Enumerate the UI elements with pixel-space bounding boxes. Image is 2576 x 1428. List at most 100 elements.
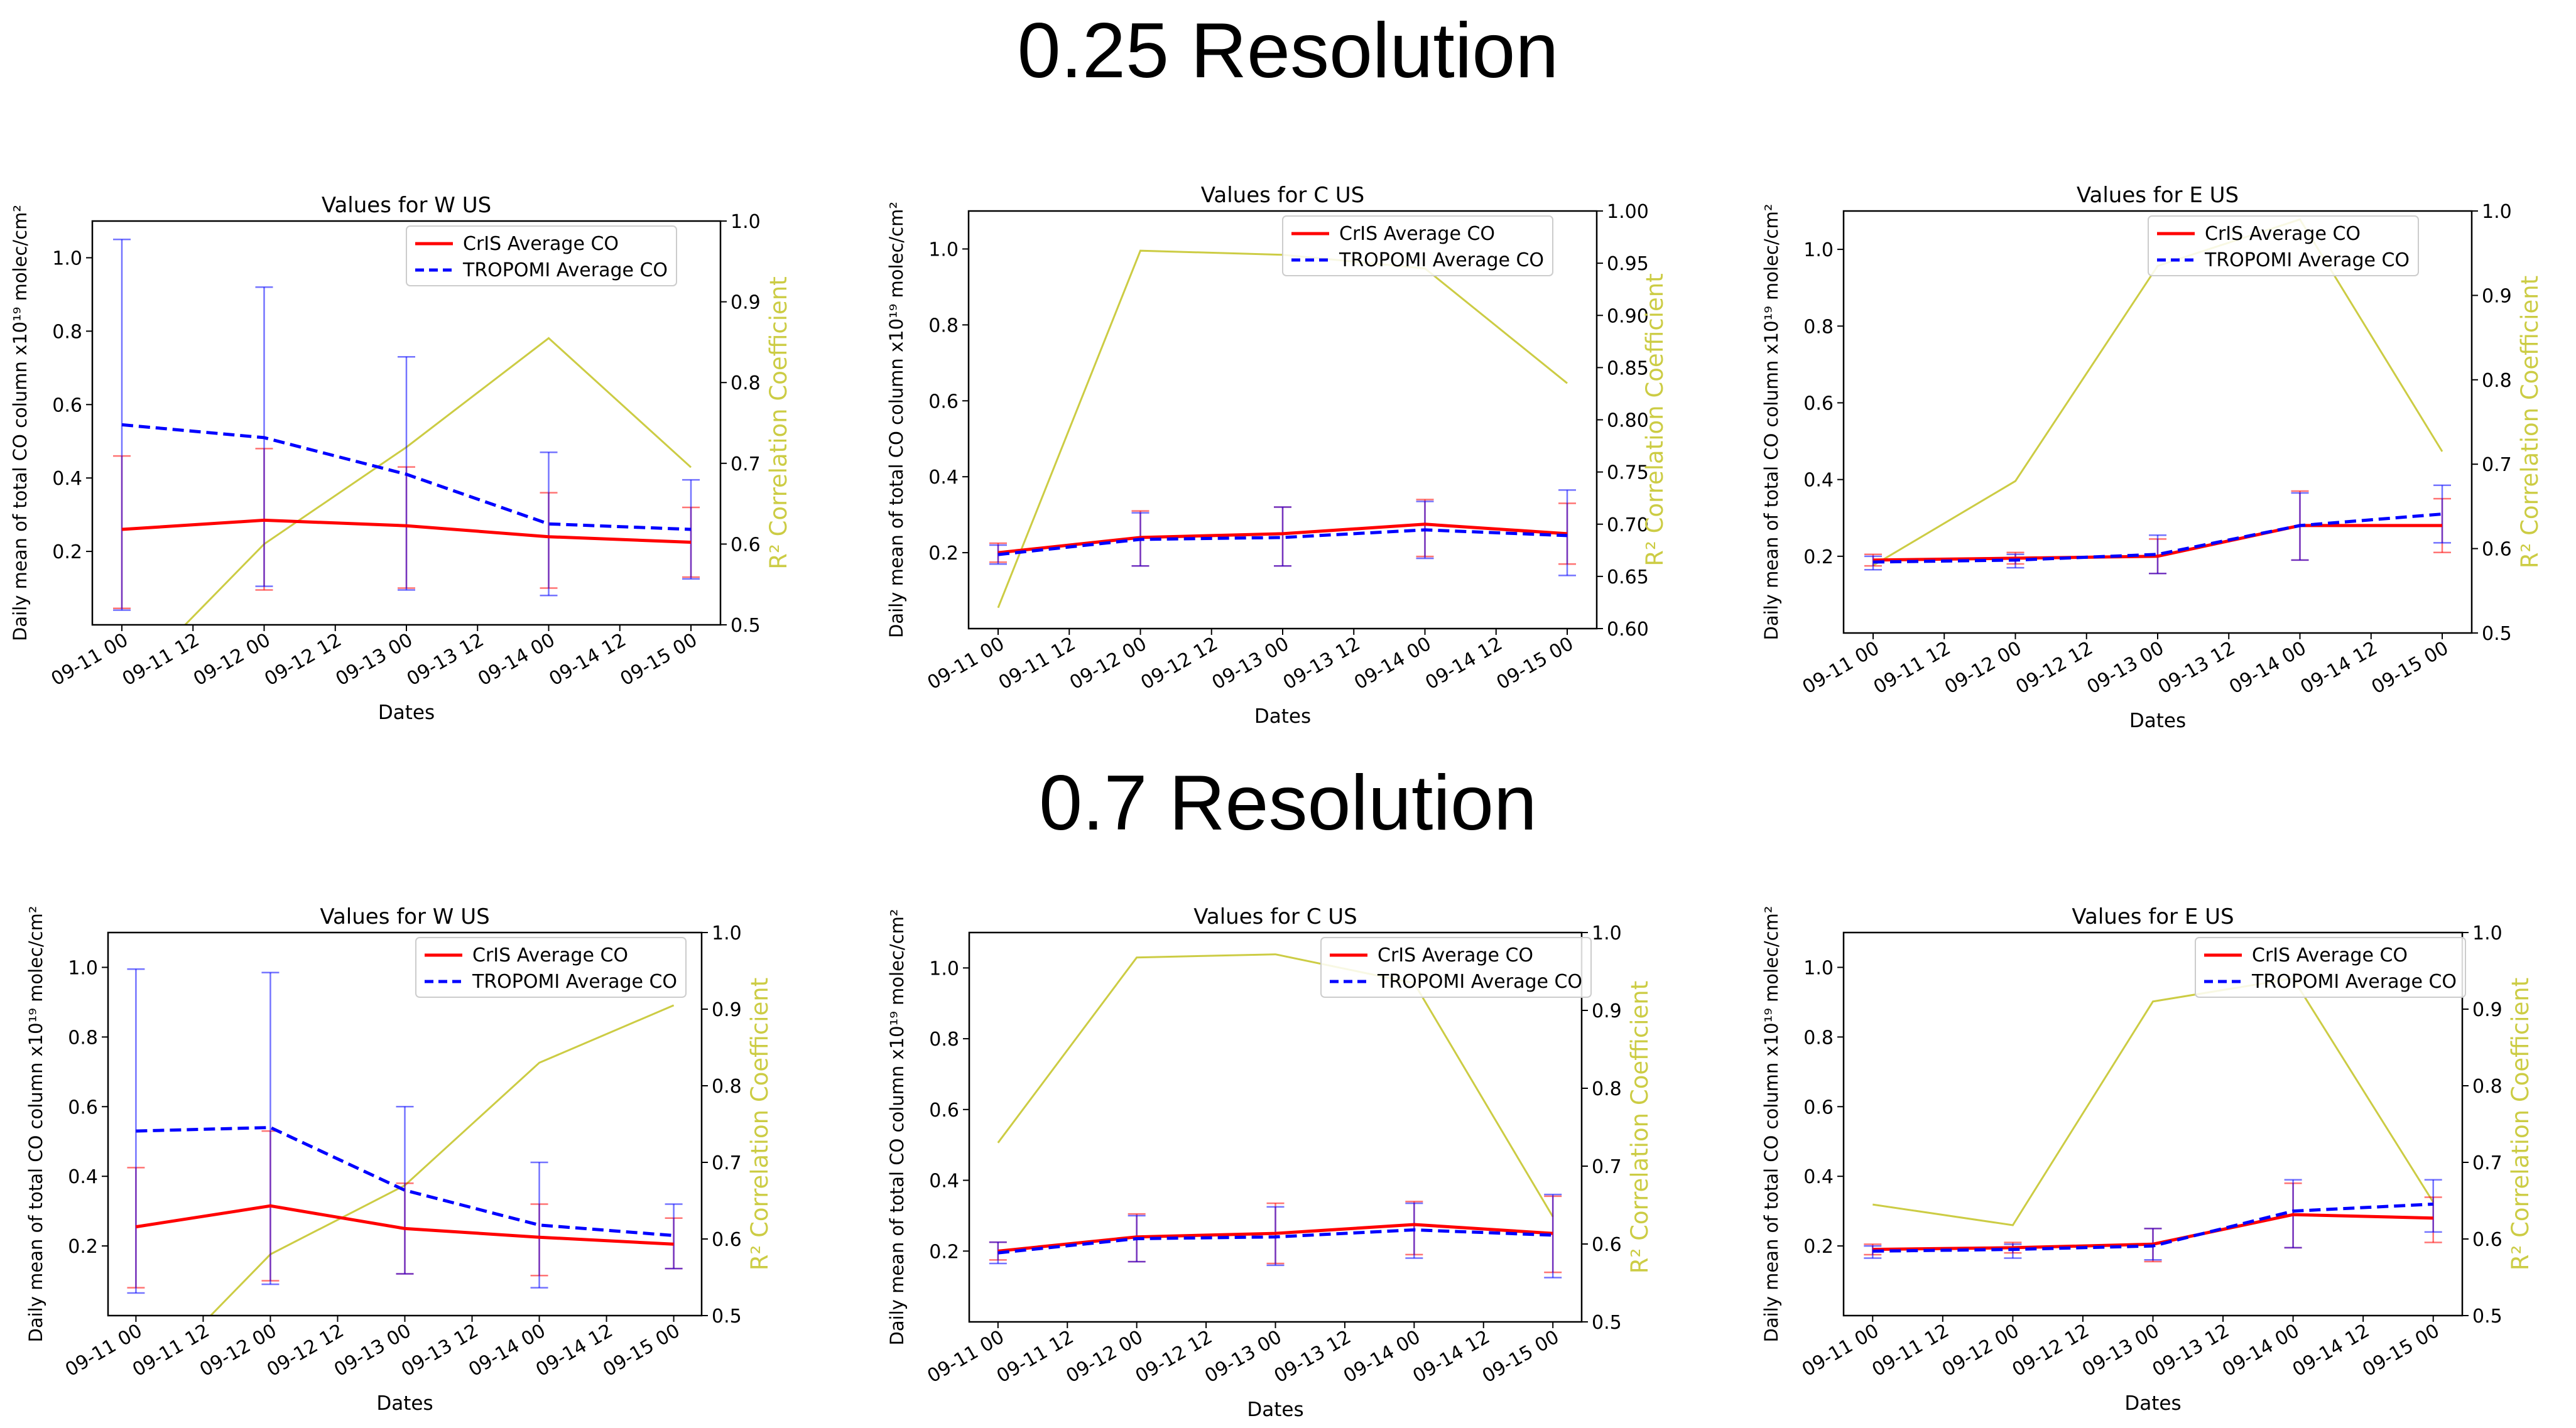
x-tick-label: 09-13 12 (1280, 633, 1364, 695)
x-tick-label: 09-12 00 (1066, 633, 1150, 695)
x-tick-label: 09-14 12 (1421, 633, 1506, 695)
tropomi-line (136, 1125, 674, 1237)
tropomi-error-bar (2433, 484, 2451, 544)
cris-line (1872, 524, 2442, 562)
y-tick-label: 1.0 (929, 958, 959, 980)
x-tick-label: 09-15 00 (1479, 1326, 1563, 1388)
y-tick-label: 0.4 (52, 468, 82, 490)
y-tick-label: 0.8 (929, 1029, 959, 1051)
tropomi-error-bar (1274, 506, 1291, 567)
x-tick-label: 09-11 12 (119, 629, 203, 691)
x-tick-label: 09-14 12 (545, 629, 629, 691)
y-tick-label: 0.4 (1803, 1166, 1834, 1188)
y-tick-label: 0.2 (68, 1236, 98, 1258)
chart-p025_C: Values for C US 0.2 0.4 0.6 0.8 1.0 0.60 0.65 0.… (886, 183, 1668, 728)
section-title-07: 0.7 Resolution (1039, 760, 1537, 847)
y2-tick-label: 1.0 (2482, 201, 2512, 223)
x-tick-label: 09-15 00 (2368, 637, 2452, 699)
y2-tick-label: 0.60 (1607, 619, 1649, 641)
tropomi-error-bar (396, 1106, 414, 1275)
y2-tick-label: 0.9 (712, 999, 742, 1021)
y2-tick-label: 0.6 (731, 534, 761, 556)
chart-title: Values for C US (1201, 183, 1364, 208)
y-tick-label: 0.8 (1803, 1027, 1834, 1049)
tropomi-error-bar (2424, 1179, 2442, 1233)
y-tick-label: 1.0 (928, 239, 959, 261)
x-axis-label: Dates (2129, 710, 2186, 732)
y-axis-label: Daily mean of total CO column x10¹⁹ mole… (886, 202, 907, 638)
tropomi-error-bar (540, 452, 558, 597)
y2-tick-label: 0.5 (712, 1306, 742, 1328)
x-tick-label: 09-14 00 (2225, 637, 2310, 699)
x-axis-label: Dates (376, 1392, 433, 1415)
y-tick-label: 0.4 (928, 467, 959, 489)
x-axis-label: Dates (2124, 1392, 2181, 1415)
y-axis-label: Daily mean of total CO column x10¹⁹ mole… (1761, 906, 1782, 1343)
legend-label-cris: CrIS Average CO (472, 944, 628, 966)
chart-title: Values for E US (2072, 904, 2234, 929)
y2-tick-label: 0.9 (2472, 999, 2503, 1021)
x-tick-label: 09-13 00 (330, 1320, 415, 1382)
y-tick-label: 0.2 (1803, 546, 1834, 568)
r2-line (997, 953, 1554, 1218)
legend: CrIS Average CO TROPOMI Average CO (2195, 937, 2466, 998)
legend-label-tropomi: TROPOMI Average CO (1339, 249, 1544, 271)
tropomi-line (1872, 1203, 2433, 1253)
x-tick-label: 09-12 12 (2009, 1320, 2093, 1382)
r2-line (1872, 977, 2434, 1226)
x-tick-label: 09-12 12 (263, 1320, 347, 1382)
y2-tick-label: 0.5 (2482, 623, 2512, 645)
y2-tick-label: 1.0 (1592, 922, 1622, 944)
y2-tick-label: 1.0 (712, 922, 742, 944)
tropomi-line (1872, 512, 2443, 564)
y-tick-label: 0.2 (1803, 1236, 1834, 1258)
y-tick-label: 0.2 (52, 541, 82, 563)
y2-tick-label: 0.7 (2472, 1152, 2503, 1174)
legend: CrIS Average CO TROPOMI Average CO (1282, 215, 1553, 276)
legend: CrIS Average CO TROPOMI Average CO (415, 937, 687, 998)
y2-tick-label: 0.5 (2472, 1306, 2503, 1328)
tropomi-error-bar (682, 479, 700, 580)
y-tick-label: 0.6 (929, 1100, 959, 1122)
x-tick-label: 09-11 12 (993, 1326, 1077, 1388)
y2-tick-label: 0.8 (2472, 1076, 2503, 1098)
x-tick-label: 09-13 00 (2084, 637, 2168, 699)
y2-tick-label: 0.5 (731, 615, 761, 637)
x-tick-label: 09-13 00 (1209, 633, 1293, 695)
y2-tick-label: 0.6 (712, 1229, 742, 1251)
tropomi-error-bar (261, 971, 280, 1285)
y-axis-label: Daily mean of total CO column x10¹⁹ mole… (886, 909, 908, 1346)
x-tick-label: 09-12 12 (261, 629, 345, 691)
x-tick-label: 09-11 12 (1869, 1320, 1953, 1382)
y-tick-label: 0.2 (928, 543, 959, 565)
x-tick-label: 09-11 00 (1799, 637, 1883, 699)
chart-title: Values for C US (1193, 904, 1357, 929)
cris-line (997, 1223, 1553, 1253)
y2-tick-label: 0.7 (712, 1152, 742, 1174)
y2-axis-label: R² Correlation Coefficient (2516, 276, 2543, 568)
y2-tick-label: 0.7 (1592, 1156, 1622, 1178)
y-tick-label: 0.8 (68, 1027, 98, 1049)
legend-label-cris: CrIS Average CO (1378, 944, 1533, 966)
y-tick-label: 1.0 (68, 957, 98, 979)
x-tick-label: 09-12 00 (190, 629, 274, 691)
x-tick-label: 09-15 00 (599, 1320, 683, 1382)
y2-tick-label: 0.9 (1592, 1000, 1622, 1022)
cris-line (136, 1204, 674, 1246)
y-tick-label: 0.4 (929, 1171, 959, 1193)
y-tick-label: 0.6 (68, 1096, 98, 1118)
chart-title: Values for W US (322, 193, 491, 218)
y-tick-label: 0.6 (52, 394, 82, 416)
legend-label-cris: CrIS Average CO (2205, 223, 2361, 245)
x-tick-label: 09-13 00 (1201, 1326, 1285, 1388)
legend-label-tropomi: TROPOMI Average CO (2204, 249, 2410, 271)
y-tick-label: 0.6 (1803, 392, 1834, 414)
legend-label-tropomi: TROPOMI Average CO (1377, 971, 1582, 993)
x-tick-label: 09-12 12 (1137, 633, 1221, 695)
x-tick-label: 09-11 00 (62, 1320, 146, 1382)
x-tick-label: 09-11 00 (924, 1326, 1008, 1388)
y2-axis-label: R² Correlation Coefficient (1641, 273, 1668, 566)
y2-tick-label: 0.65 (1607, 566, 1649, 588)
chart-title: Values for E US (2077, 183, 2239, 208)
x-tick-label: 09-15 00 (1493, 633, 1577, 695)
